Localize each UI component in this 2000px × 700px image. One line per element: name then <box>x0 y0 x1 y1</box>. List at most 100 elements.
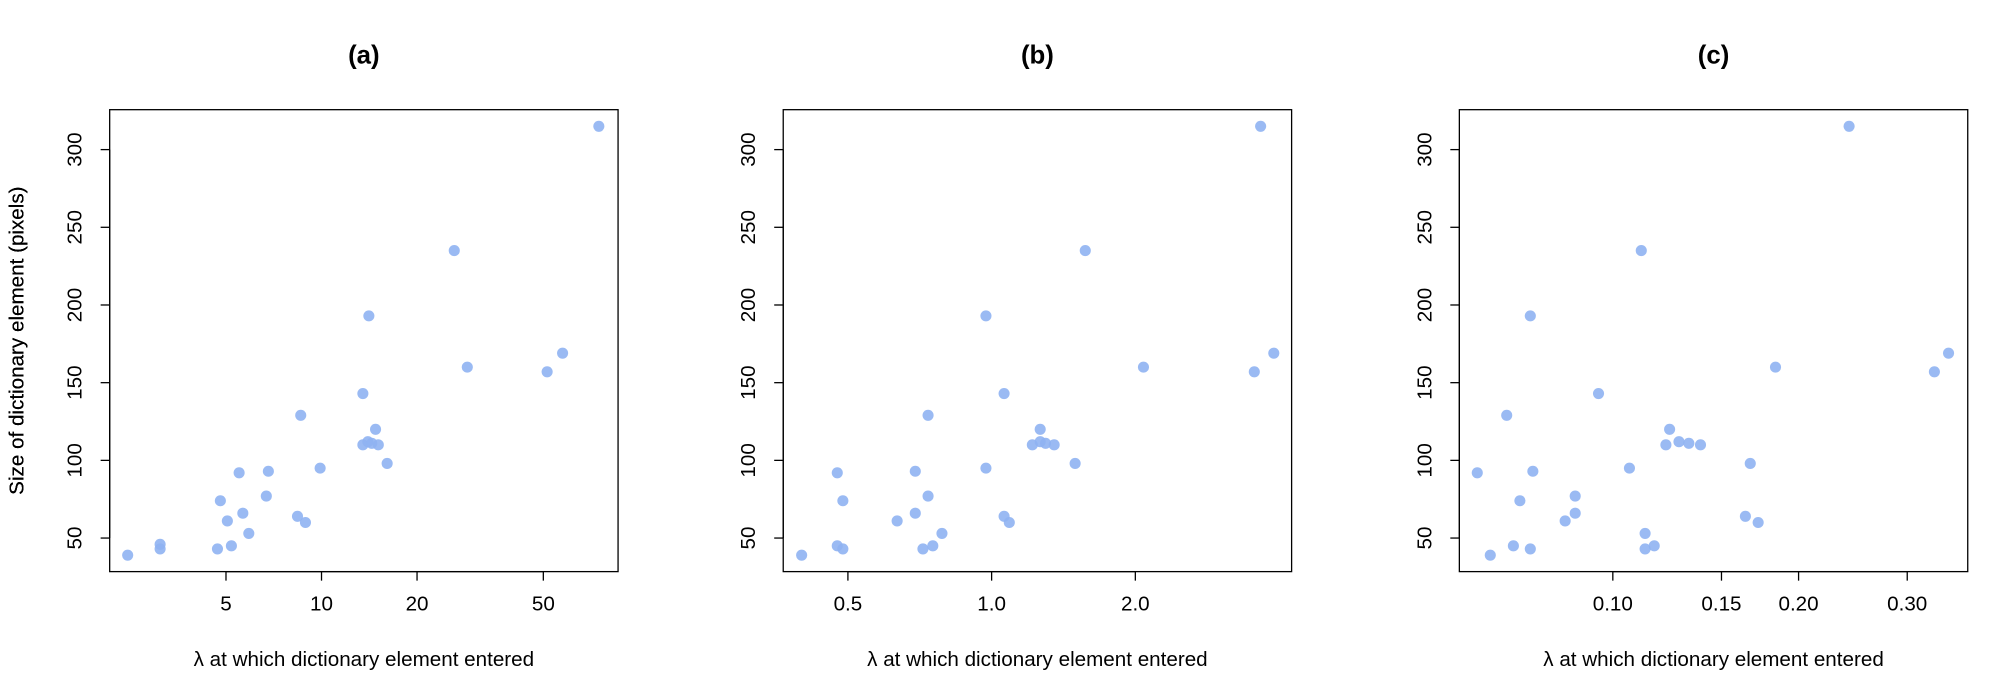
point <box>381 457 393 470</box>
point <box>122 549 134 561</box>
y-tick-label: 50 <box>737 527 760 550</box>
y-tick-label: 200 <box>1413 288 1436 322</box>
point <box>237 507 249 519</box>
point <box>837 495 849 507</box>
point <box>936 527 948 539</box>
point <box>372 439 384 451</box>
point <box>221 515 233 527</box>
point <box>1559 515 1571 527</box>
point <box>541 366 553 378</box>
x-tick-label: 0.15 <box>1701 593 1741 616</box>
x-tick-label: 0.30 <box>1887 593 1927 616</box>
point <box>461 361 473 373</box>
point <box>1769 361 1782 373</box>
y-tick-label: 150 <box>1413 365 1436 399</box>
y-tick-label: 150 <box>737 365 760 399</box>
plot-frame <box>109 109 619 573</box>
x-tick-label: 10 <box>310 593 333 616</box>
point <box>154 538 166 550</box>
point <box>1639 543 1651 555</box>
panel: (b) λ at which dictionary element entered… <box>6 42 1293 671</box>
point <box>1673 436 1685 448</box>
plot-frame <box>782 109 1293 573</box>
point <box>1660 439 1672 451</box>
y-tick-label: 50 <box>1413 527 1436 550</box>
point <box>1683 437 1695 449</box>
point <box>1635 245 1647 257</box>
y-tick-label: 300 <box>1413 132 1436 166</box>
point <box>1501 409 1513 421</box>
point <box>557 347 569 359</box>
point <box>448 245 460 257</box>
panel-title: (c) <box>1698 42 1730 70</box>
x-tick-label: 0.5 <box>834 593 863 616</box>
point <box>1623 462 1635 474</box>
y-tick-label: 150 <box>64 365 87 399</box>
point <box>1003 516 1015 529</box>
point <box>1255 120 1267 132</box>
y-tick-label: 200 <box>737 288 760 322</box>
point <box>1592 388 1605 400</box>
panel-title: (b) <box>1021 42 1054 70</box>
point <box>927 540 939 552</box>
point <box>1514 495 1526 507</box>
y-tick-label: 300 <box>64 132 87 166</box>
point <box>1648 540 1660 552</box>
point <box>998 388 1010 400</box>
point <box>909 465 921 477</box>
point <box>299 516 312 529</box>
y-tick-label: 100 <box>1413 443 1436 477</box>
point <box>1137 361 1150 373</box>
point <box>1569 490 1581 502</box>
point <box>260 490 272 502</box>
point <box>1524 543 1536 555</box>
point <box>1248 366 1260 378</box>
point <box>980 310 992 322</box>
panel-title: (a) <box>348 42 380 70</box>
point <box>1664 423 1676 435</box>
point <box>1268 347 1280 359</box>
point <box>917 543 929 555</box>
x-axis-label: λ at which dictionary element entered <box>1543 648 1884 671</box>
point <box>1069 457 1081 470</box>
point <box>593 120 605 132</box>
x-tick-label: 20 <box>406 593 429 616</box>
x-tick-label: 5 <box>220 593 231 616</box>
point <box>357 388 369 400</box>
point <box>314 462 326 474</box>
point <box>980 462 992 474</box>
point <box>1484 549 1496 561</box>
x-tick-label: 0.10 <box>1593 593 1633 616</box>
point <box>1048 439 1060 451</box>
point <box>1928 366 1940 378</box>
y-tick-label: 250 <box>1413 210 1436 244</box>
point <box>909 507 921 519</box>
point <box>1752 516 1764 529</box>
y-tick-label: 250 <box>64 210 87 244</box>
point <box>922 409 934 421</box>
y-tick-label: 50 <box>64 527 87 550</box>
y-tick-label: 250 <box>737 210 760 244</box>
x-tick-label: 1.0 <box>977 593 1006 616</box>
point <box>1744 457 1756 470</box>
point <box>1507 540 1519 552</box>
x-axis-label: λ at which dictionary element entered <box>194 648 535 671</box>
point <box>211 543 224 555</box>
x-axis-label: λ at which dictionary element entered <box>867 648 1208 671</box>
point <box>363 310 375 322</box>
y-tick-label: 100 <box>737 443 760 477</box>
x-tick-label: 0.20 <box>1778 593 1818 616</box>
y-axis-label: Size of dictionary element (pixels) <box>6 186 29 494</box>
point <box>369 423 382 435</box>
x-tick-label: 2.0 <box>1121 593 1150 616</box>
point <box>796 549 808 561</box>
point <box>1843 120 1855 132</box>
point <box>1039 437 1052 449</box>
point <box>1034 423 1046 435</box>
point <box>831 467 843 479</box>
y-axis-label: Size of dictionary element (pixels) <box>6 186 29 494</box>
y-tick-label: 100 <box>64 443 87 477</box>
panel: (c) λ at which dictionary element entered… <box>6 42 1969 671</box>
